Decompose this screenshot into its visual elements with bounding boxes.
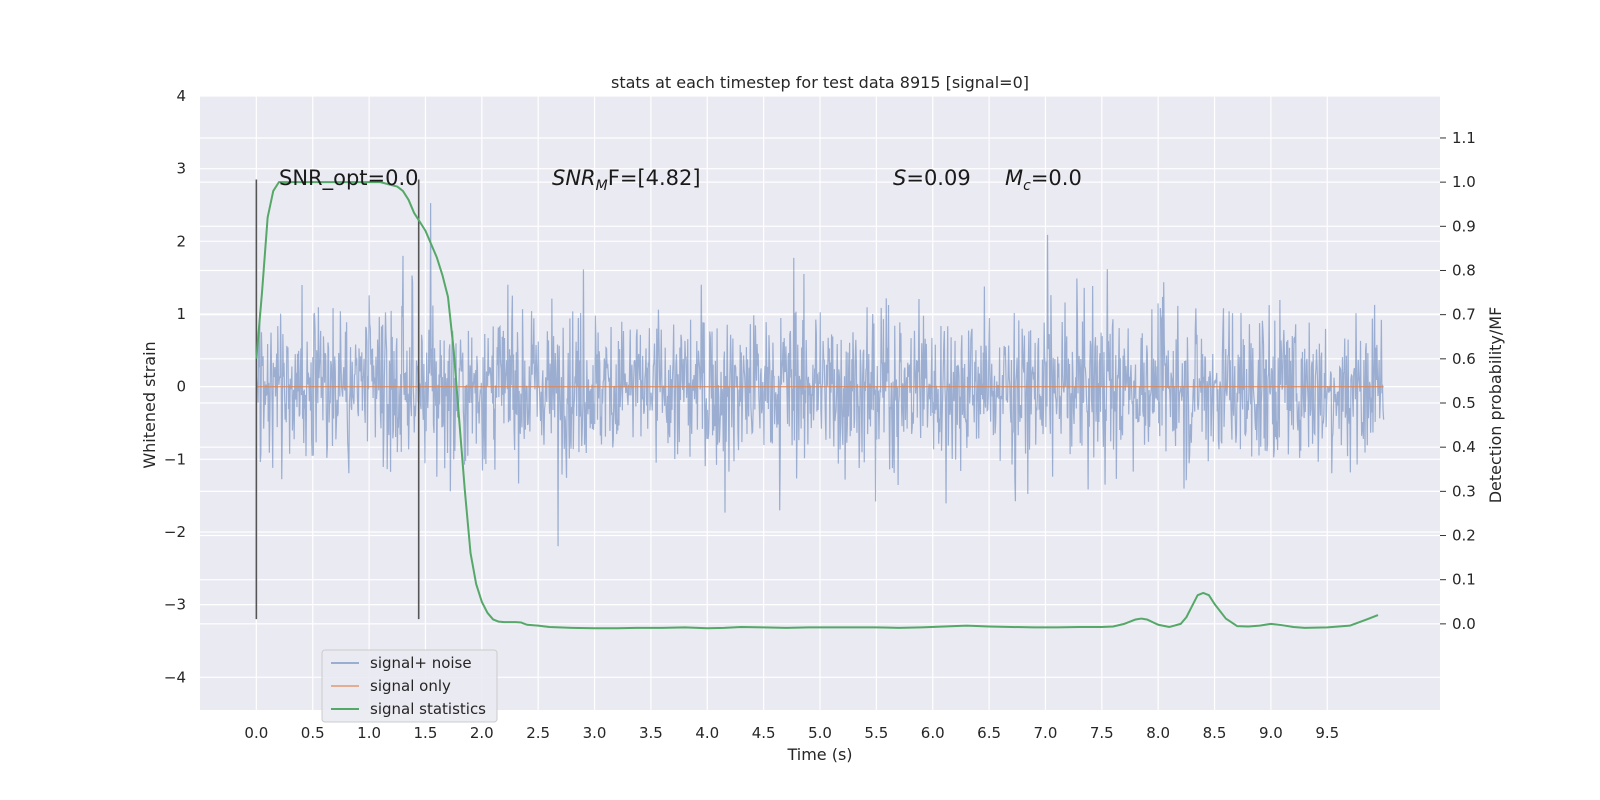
legend-label-stats: signal statistics (370, 700, 486, 718)
y-axis-left-label: Whitened strain (140, 341, 159, 468)
y-tick-label: −1 (164, 450, 186, 468)
y-right-tick-label: 0.4 (1452, 438, 1476, 456)
y-tick-label: 0 (176, 378, 186, 396)
y-right-tick-label: 1.1 (1452, 129, 1476, 147)
legend-box (321, 649, 498, 723)
x-tick-label: 2.5 (526, 724, 550, 742)
y-right-tick-label: 0.2 (1452, 527, 1476, 545)
y-right-tick-label: 0.6 (1452, 350, 1476, 368)
y-right-tick-label: 0.0 (1452, 615, 1476, 633)
x-tick-label: 5.0 (808, 724, 832, 742)
x-tick-label: 1.5 (414, 724, 438, 742)
annotation-snr-opt: SNR_opt=0.0 (279, 166, 419, 191)
y-right-tick-label: 0.3 (1452, 482, 1476, 500)
x-tick-label: 4.0 (695, 724, 719, 742)
annotation-snr-mf: SNRMF=[4.82] (552, 166, 701, 194)
x-tick-label: 8.5 (1203, 724, 1227, 742)
x-axis-ticks: 0.0 0.5 1.0 1.5 2.0 2.5 3.0 3.5 4.0 4.5 5.0 5.5 6.0 6… (244, 724, 1339, 742)
x-tick-label: 3.0 (583, 724, 607, 742)
x-tick-label: 6.5 (977, 724, 1001, 742)
series-signal-statistics (255, 181, 1379, 630)
y-right-tick-label: 0.5 (1452, 394, 1476, 412)
x-tick-label: 8.0 (1146, 724, 1170, 742)
x-tick-label: 0.0 (244, 724, 268, 742)
y-tick-label: 1 (176, 305, 186, 323)
x-tick-label: 0.5 (301, 724, 325, 742)
y-right-tick-label: 0.9 (1452, 217, 1476, 235)
y-tick-label: −2 (164, 523, 186, 541)
x-tick-label: 7.5 (1090, 724, 1114, 742)
y-tick-label: 2 (176, 232, 186, 250)
legend: signal+ noise signal only signal statist… (321, 649, 498, 723)
y-right-tick-label: 0.7 (1452, 306, 1476, 324)
x-tick-label: 5.5 (864, 724, 888, 742)
chart-title: stats at each timestep for test data 891… (611, 73, 1029, 92)
x-axis-label: Time (s) (786, 745, 852, 764)
series-signal-noise (255, 203, 1385, 547)
y-tick-label: 3 (176, 160, 186, 178)
y-right-tick-label: 0.1 (1452, 571, 1476, 589)
y-tick-label: −4 (164, 668, 186, 686)
x-tick-label: 7.0 (1034, 724, 1058, 742)
x-tick-label: 9.5 (1315, 724, 1339, 742)
annotation-s: S=0.09 (893, 166, 971, 190)
y-tick-label: −3 (164, 596, 186, 614)
x-tick-label: 6.0 (921, 724, 945, 742)
x-tick-label: 9.0 (1259, 724, 1283, 742)
x-tick-label: 3.5 (639, 724, 663, 742)
x-tick-label: 2.0 (470, 724, 494, 742)
annotation-mc: Mc=0.0 (1005, 166, 1082, 194)
series-line-signal-noise (255, 203, 1385, 547)
legend-label-signal: signal only (370, 677, 451, 695)
y-axis-left-ticks: −4 −3 −2 −1 0 1 2 3 4 (164, 87, 186, 686)
y-tick-label: 4 (176, 87, 186, 105)
series-line-signal-statistics (255, 181, 1379, 630)
y-right-tick-label: 1.0 (1452, 173, 1476, 191)
marker-vertical-lines (255, 179, 420, 620)
x-tick-label: 1.0 (357, 724, 381, 742)
y-axis-right-label: Detection probability/MF (1486, 307, 1505, 504)
y-axis-right-ticks: 0.0 0.1 0.2 0.3 0.4 0.5 0.6 0.7 0.8 0.9 1.0 1.1 (1440, 129, 1476, 633)
x-tick-label: 4.5 (752, 724, 776, 742)
y-right-tick-label: 0.8 (1452, 261, 1476, 279)
legend-label-noise: signal+ noise (370, 654, 472, 672)
